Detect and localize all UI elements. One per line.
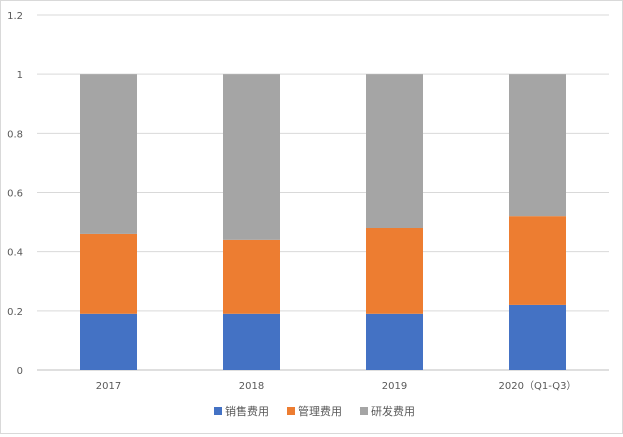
x-tick-label: 2019 — [382, 381, 407, 392]
x-tick-label: 2018 — [239, 381, 264, 392]
bar-segment — [80, 74, 137, 234]
legend-label: 研发费用 — [371, 404, 415, 418]
bar-segment — [223, 74, 280, 240]
y-axis-ticks: 0 0.2 0.4 0.6 0.8 1 1.2 — [7, 11, 23, 377]
bar-segment — [366, 74, 423, 229]
y-tick-label: 0 — [17, 366, 23, 377]
legend-label: 管理费用 — [298, 404, 342, 418]
bar-segment — [509, 304, 566, 370]
y-tick-label: 1 — [17, 70, 23, 81]
legend-swatch — [214, 407, 222, 415]
y-tick-label: 1.2 — [7, 11, 23, 22]
y-tick-label: 0.8 — [7, 129, 23, 140]
x-axis-ticks: 2017 2018 2019 2020（Q1-Q3） — [96, 380, 577, 392]
legend-label: 销售费用 — [225, 404, 269, 418]
bar-segment — [223, 239, 280, 314]
y-tick-label: 0.4 — [7, 248, 23, 259]
bar-segment — [223, 313, 280, 370]
x-tick-label: 2020（Q1-Q3） — [499, 380, 577, 392]
bar-segment — [509, 74, 566, 217]
bar-segment — [80, 313, 137, 370]
bar-segment — [366, 228, 423, 314]
bars — [80, 74, 566, 370]
bar-segment — [80, 233, 137, 314]
bar-segment — [366, 313, 423, 370]
y-tick-label: 0.2 — [7, 307, 23, 318]
bar-segment — [509, 216, 566, 305]
legend-swatch — [287, 407, 295, 415]
x-tick-label: 2017 — [96, 381, 121, 392]
legend: 销售费用 管理费用 研发费用 — [214, 404, 415, 418]
y-tick-label: 0.6 — [7, 189, 23, 200]
legend-swatch — [360, 407, 368, 415]
